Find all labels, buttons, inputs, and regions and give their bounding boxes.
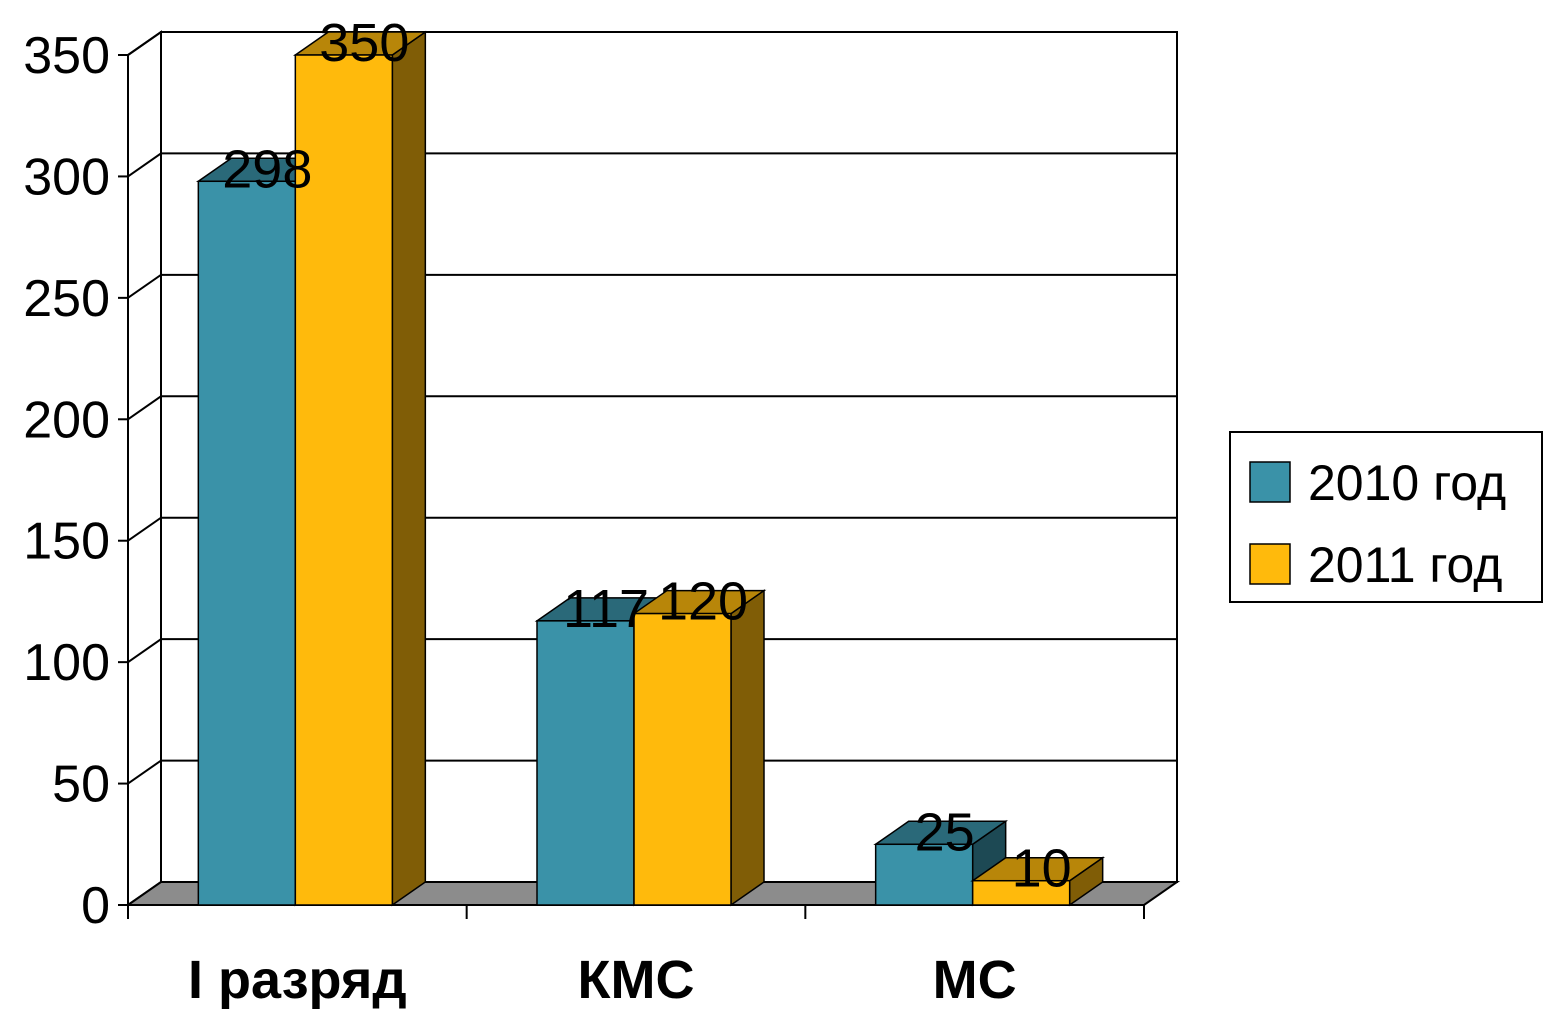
y-tick-label: 50 — [52, 756, 110, 814]
gridline — [127, 152, 1177, 178]
x-tick-label: МС — [933, 950, 1017, 1010]
data-label: 298 — [222, 139, 312, 199]
y-tick-label: 300 — [23, 148, 110, 206]
y-axis: 0 50 100 150 200 250 300 350 — [23, 27, 129, 935]
bar-front — [971, 879, 1071, 906]
data-label: 120 — [658, 572, 748, 632]
bar — [970, 856, 1106, 907]
bar-side — [391, 30, 427, 907]
bar-front — [536, 620, 635, 906]
bar-front — [294, 54, 394, 906]
y-tick-label: 150 — [23, 513, 110, 571]
data-label: 10 — [1012, 839, 1072, 899]
legend-label: 2011 год — [1308, 537, 1502, 593]
bar-front — [633, 612, 732, 906]
data-label: 350 — [319, 13, 409, 73]
legend-swatch — [1249, 543, 1291, 585]
y-tick-label: 200 — [23, 391, 110, 449]
side-wall — [127, 30, 162, 907]
gridline — [127, 759, 1177, 785]
gridline — [127, 395, 1177, 421]
gridline — [127, 31, 1177, 56]
bar-front — [874, 843, 974, 906]
bars — [195, 30, 1106, 907]
bar — [873, 819, 1009, 907]
bar — [292, 30, 428, 907]
y-tick-label: 350 — [23, 27, 110, 85]
x-tick-label: КМС — [578, 950, 695, 1010]
data-label: 25 — [915, 802, 975, 862]
gridline — [127, 638, 1177, 663]
y-tick-label: 0 — [81, 877, 110, 935]
gridline — [127, 516, 1177, 542]
x-axis: I разряд КМС МС — [127, 904, 1145, 1010]
bar-front — [197, 180, 297, 906]
data-labels: 298 350 117 120 25 10 — [222, 13, 1071, 899]
gridline — [127, 273, 1177, 299]
y-tick-label: 100 — [23, 634, 110, 692]
legend-swatch — [1249, 461, 1291, 503]
y-tick-label: 250 — [23, 270, 110, 328]
bar — [631, 589, 767, 907]
legend-label: 2010 год — [1308, 455, 1506, 511]
data-label: 117 — [563, 579, 649, 639]
bar-side — [730, 589, 765, 907]
legend: 2010 год 2011 год — [1229, 431, 1543, 603]
x-tick-label: I разряд — [188, 950, 407, 1010]
